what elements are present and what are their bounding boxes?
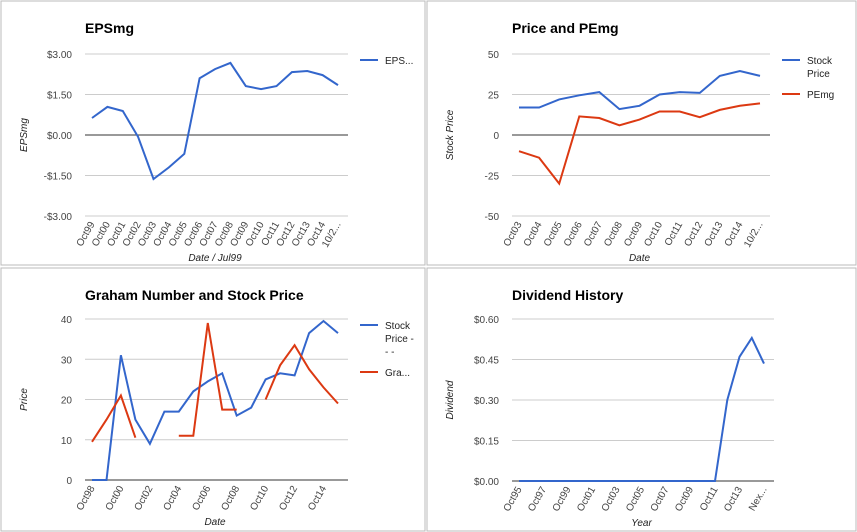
y-tick-label: $0.15 — [474, 437, 499, 448]
y-tick-label: 0 — [493, 131, 499, 142]
chart-title: Dividend History — [512, 287, 623, 303]
x-axis-title: Date — [204, 517, 226, 528]
series-line — [518, 102, 761, 186]
x-axis-title: Date — [629, 253, 651, 264]
y-axis-title: Price — [19, 388, 30, 411]
legend-label: Gra... — [385, 368, 410, 379]
y-tick-label: 40 — [61, 315, 73, 326]
y-tick-label: 50 — [488, 50, 500, 61]
legend-label: PEmg — [807, 90, 834, 101]
legend-label: Stock Price — [807, 56, 833, 80]
y-tick-label: 20 — [61, 396, 73, 407]
y-tick-label: -50 — [485, 212, 500, 223]
chart-title: Graham Number and Stock Price — [85, 287, 304, 303]
y-axis-title: EPSmg — [19, 118, 30, 152]
y-tick-label: $0.00 — [474, 477, 499, 488]
y-tick-label: 0 — [66, 476, 72, 487]
chart-title: EPSmg — [85, 20, 134, 36]
y-tick-label: $3.00 — [47, 50, 72, 61]
x-axis-title: Date / Jul99 — [188, 253, 242, 264]
y-tick-label: $0.60 — [474, 315, 499, 326]
y-tick-label: $0.00 — [47, 131, 72, 142]
series-line — [519, 69, 761, 111]
y-tick-label: -25 — [485, 172, 500, 183]
y-axis-title: Dividend — [445, 380, 456, 419]
panel — [0, 0, 426, 266]
x-axis-title: Year — [631, 518, 652, 529]
y-tick-label: -$1.50 — [44, 172, 73, 183]
y-tick-label: -$3.00 — [44, 212, 73, 223]
legend-label: EPS... — [385, 56, 413, 67]
chart-title: Price and PEmg — [512, 20, 619, 36]
legend-label: Stock Price -- - — [385, 321, 414, 358]
series-line — [519, 335, 765, 482]
series-line — [91, 61, 339, 181]
y-tick-label: $0.30 — [474, 396, 499, 407]
series-line — [91, 322, 339, 443]
series-line — [92, 319, 339, 481]
y-tick-label: 30 — [61, 355, 73, 366]
y-tick-label: $0.45 — [474, 356, 499, 367]
y-tick-label: 10 — [61, 436, 73, 447]
y-tick-label: 25 — [488, 91, 500, 102]
y-axis-title: Stock Price — [445, 109, 456, 160]
y-tick-label: $1.50 — [47, 91, 72, 102]
panel — [426, 0, 857, 266]
